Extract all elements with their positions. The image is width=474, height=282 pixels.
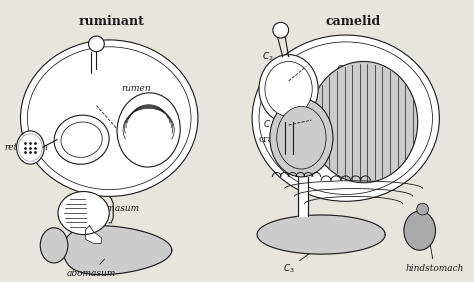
Ellipse shape (20, 40, 198, 197)
Ellipse shape (265, 61, 312, 116)
Ellipse shape (117, 93, 180, 167)
Polygon shape (257, 215, 385, 254)
Text: rumen: rumen (121, 84, 151, 93)
Ellipse shape (259, 42, 432, 195)
Text: $C_1$ caudal: $C_1$ caudal (336, 63, 381, 76)
Ellipse shape (277, 106, 326, 169)
Text: cranial: cranial (259, 135, 291, 144)
Text: $C_1$: $C_1$ (263, 119, 275, 131)
Polygon shape (86, 226, 101, 243)
Ellipse shape (252, 35, 439, 201)
Text: hindstomach: hindstomach (405, 243, 464, 273)
Ellipse shape (17, 131, 44, 164)
Text: omasum: omasum (96, 204, 139, 213)
Ellipse shape (259, 55, 318, 123)
Ellipse shape (58, 191, 109, 235)
Text: ruminant: ruminant (78, 14, 144, 28)
Ellipse shape (310, 61, 418, 183)
Ellipse shape (404, 211, 436, 250)
Ellipse shape (417, 203, 428, 215)
Ellipse shape (273, 22, 289, 38)
Ellipse shape (270, 99, 333, 177)
Ellipse shape (40, 228, 68, 263)
Polygon shape (64, 226, 172, 275)
Text: $C_3$: $C_3$ (283, 254, 309, 275)
Ellipse shape (18, 134, 42, 161)
Text: abomasum: abomasum (67, 259, 116, 278)
Text: $C_2$: $C_2$ (262, 50, 286, 68)
Ellipse shape (27, 47, 191, 190)
Ellipse shape (54, 115, 109, 164)
Ellipse shape (89, 36, 104, 52)
Ellipse shape (61, 122, 102, 157)
Text: camelid: camelid (325, 14, 380, 28)
Text: reticulum: reticulum (5, 143, 49, 152)
